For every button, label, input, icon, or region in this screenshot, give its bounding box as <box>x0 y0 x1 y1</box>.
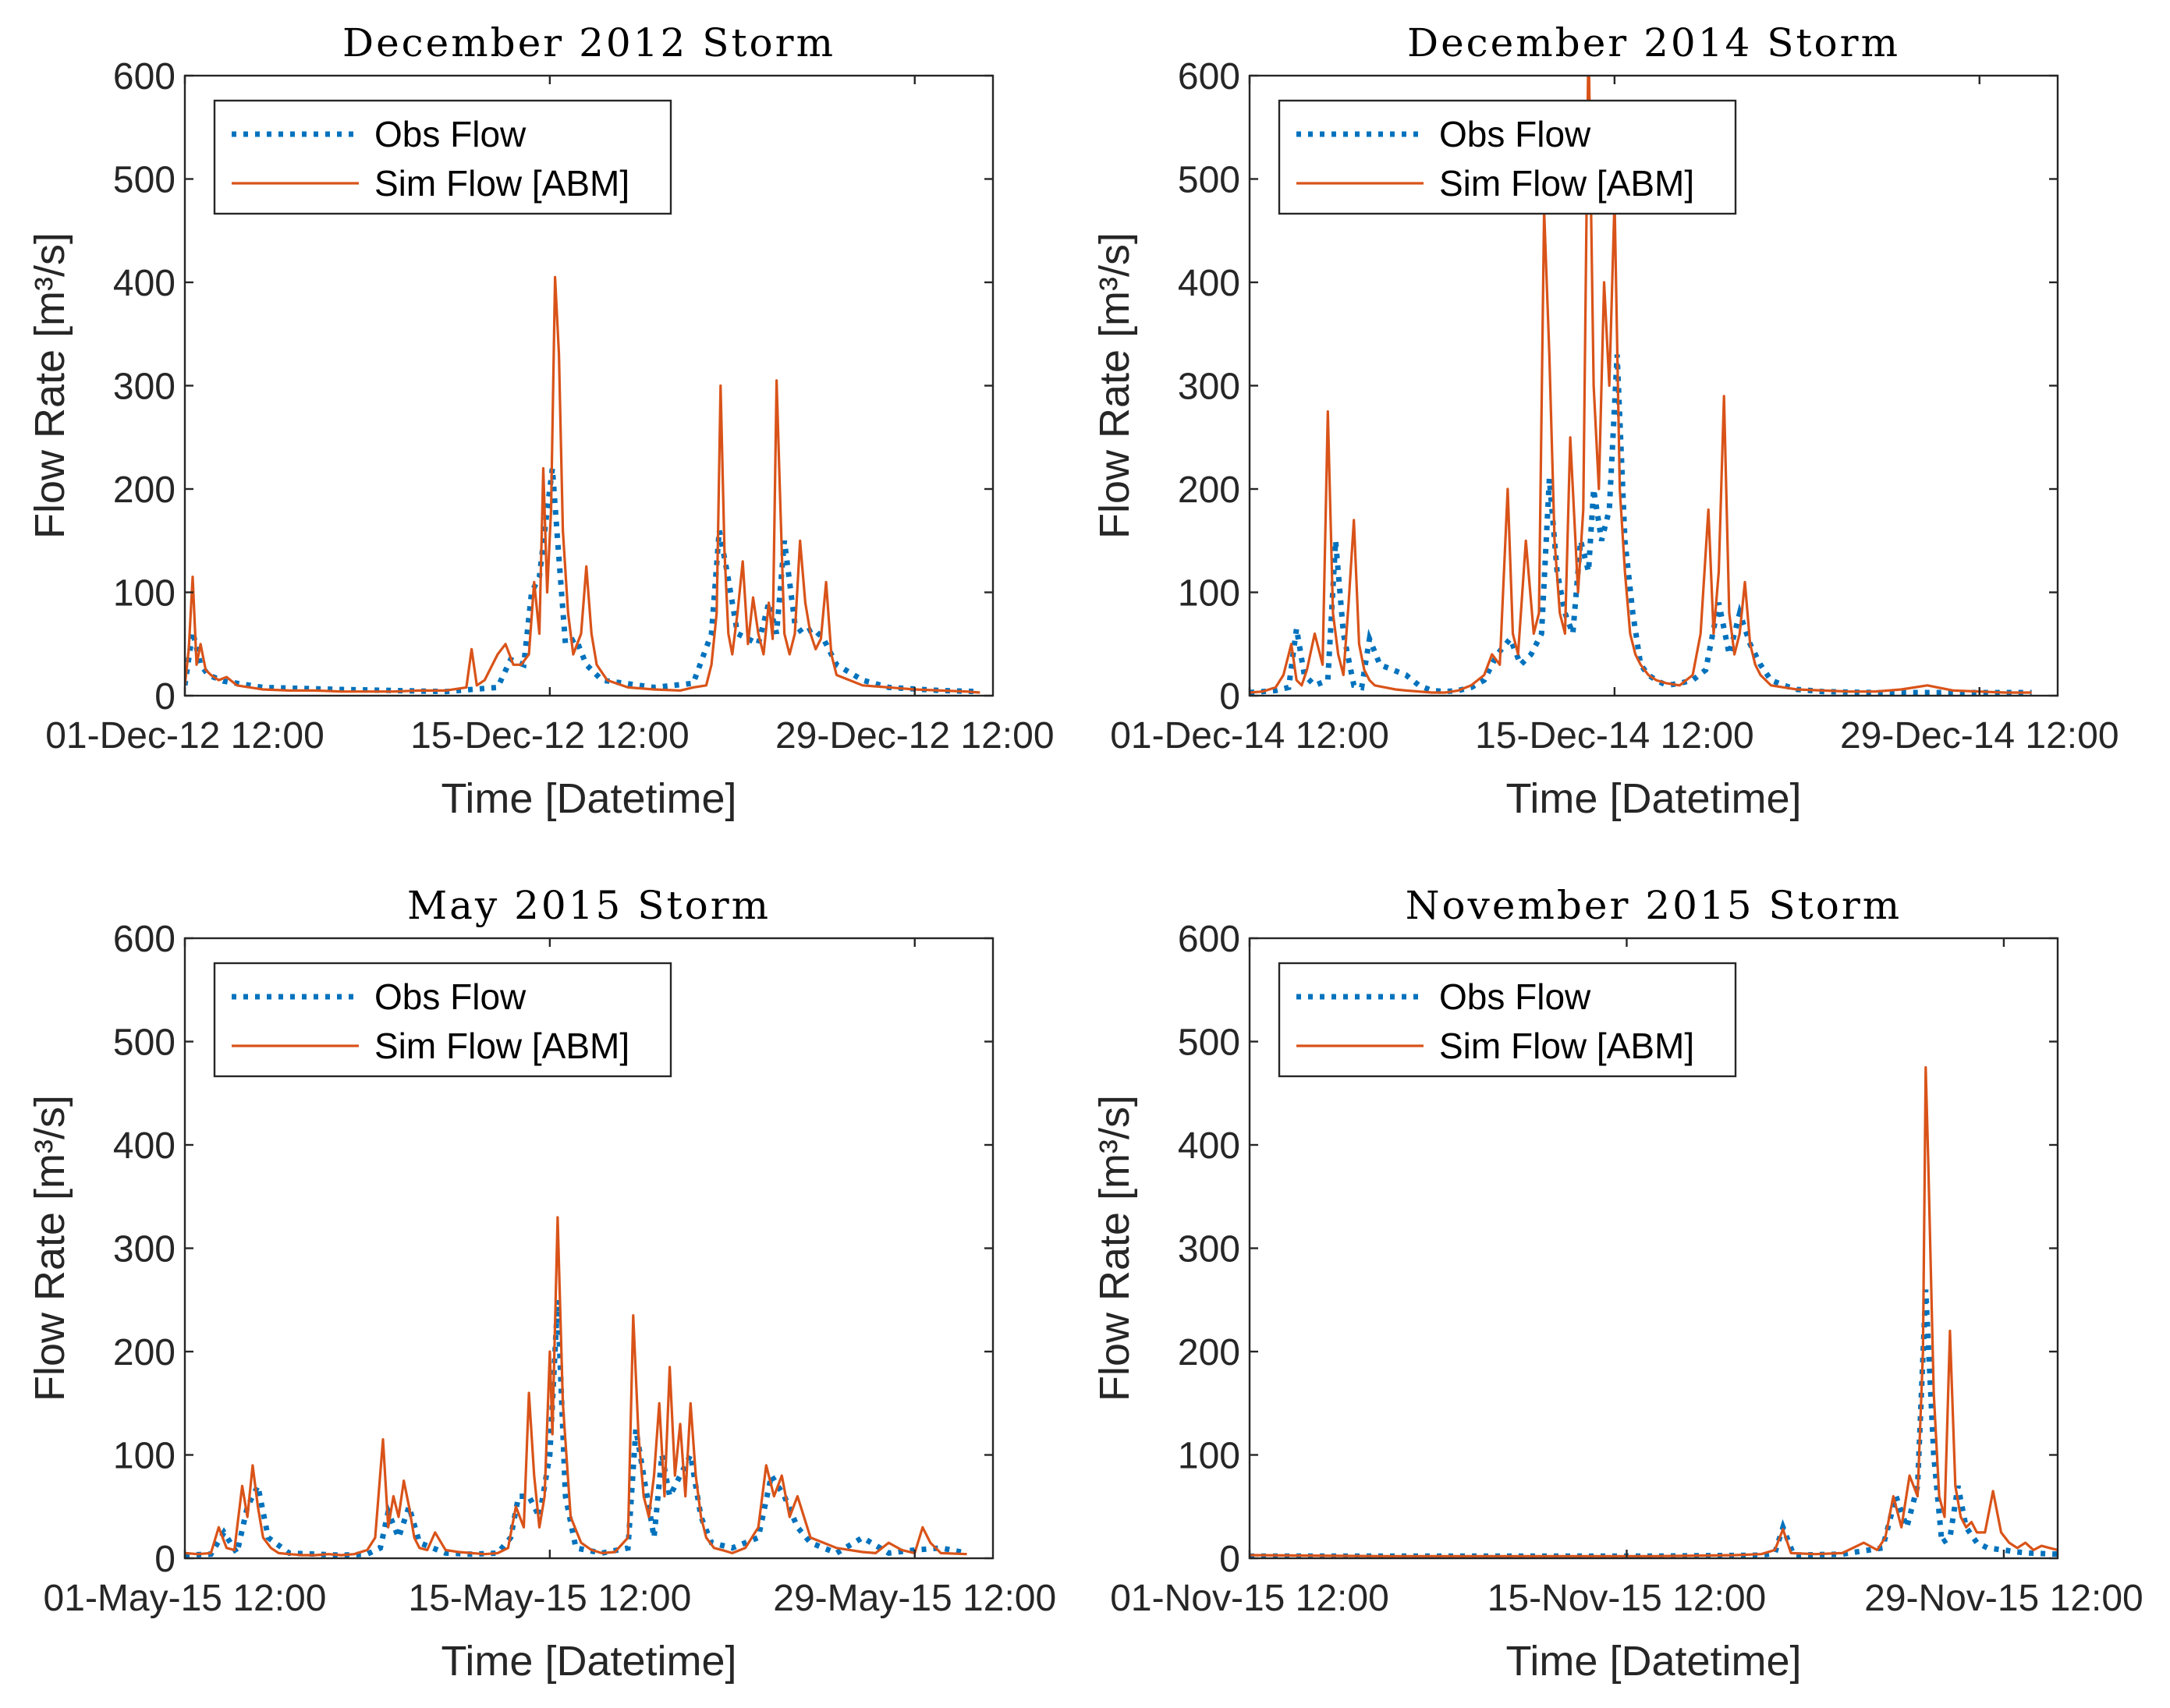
x-tick-label: 15-Nov-15 12:00 <box>1487 1578 1767 1619</box>
x-tick-label: 01-Nov-15 12:00 <box>1110 1578 1389 1619</box>
y-tick-label: 100 <box>1178 1436 1240 1477</box>
x-tick-label: 01-Dec-12 12:00 <box>45 715 324 757</box>
x-tick-label: 29-Dec-14 12:00 <box>1840 715 2119 757</box>
y-tick-label: 300 <box>113 1229 176 1270</box>
obs-flow-series-line <box>1250 354 2032 696</box>
y-tick-label: 300 <box>113 367 176 408</box>
y-tick-label: 100 <box>113 1436 176 1477</box>
y-tick-label: 300 <box>1178 1229 1240 1270</box>
legend: Obs Flow Sim Flow [ABM] <box>1278 99 1737 215</box>
sim-flow-series-line <box>185 275 980 694</box>
x-tick-label: 15-May-15 12:00 <box>408 1578 691 1619</box>
y-tick-label: 300 <box>1178 367 1240 408</box>
x-tick-label: 29-Nov-15 12:00 <box>1864 1578 2143 1619</box>
sim-flow-series-line <box>185 1216 967 1557</box>
y-axis-label: Flow Rate [m³/s] <box>1091 1095 1138 1401</box>
y-tick-label: 0 <box>154 676 176 718</box>
legend-entry-label: Sim Flow [ABM] <box>1439 1026 1694 1066</box>
legend-box <box>213 99 672 215</box>
legend-entry-label: Sim Flow [ABM] <box>374 163 629 204</box>
x-axis-label: Time [Datetime] <box>441 1638 736 1685</box>
chart-panel-3: 0 100 200 300 400 500 600 01-May-15 12:00 15-May… <box>27 883 1056 1685</box>
y-tick-label: 500 <box>113 1022 176 1064</box>
chart-title: December 2014 Storm <box>1407 20 1900 66</box>
y-tick-label: 600 <box>113 56 176 97</box>
legend-entry-label: Sim Flow [ABM] <box>1439 163 1694 204</box>
x-tick-label: 01-May-15 12:00 <box>44 1578 327 1619</box>
chart-panel-2: 0 100 200 300 400 500 600 01-Dec-14 12:00 15-Dec… <box>1091 20 2119 822</box>
y-axis-label: Flow Rate [m³/s] <box>27 1095 73 1401</box>
x-tick-label: 15-Dec-14 12:00 <box>1475 715 1754 757</box>
x-tick-label: 29-May-15 12:00 <box>773 1578 1056 1619</box>
legend-entry-label: Obs Flow <box>374 976 527 1017</box>
obs-flow-series-line <box>185 1299 968 1558</box>
x-tick-label: 29-Dec-12 12:00 <box>775 715 1055 757</box>
legend: Obs Flow Sim Flow [ABM] <box>213 99 672 215</box>
y-tick-label: 0 <box>1219 676 1240 718</box>
y-tick-label: 600 <box>1178 56 1240 97</box>
y-tick-label: 500 <box>113 160 176 201</box>
y-axis-label: Flow Rate [m³/s] <box>1091 232 1138 539</box>
legend-entry-label: Obs Flow <box>374 114 527 154</box>
y-tick-label: 600 <box>113 919 176 960</box>
legend-entry-label: Sim Flow [ABM] <box>374 1026 629 1066</box>
y-tick-label: 400 <box>113 263 176 304</box>
x-axis-label: Time [Datetime] <box>1505 1638 1801 1685</box>
y-tick-label: 400 <box>1178 1125 1240 1167</box>
y-tick-label: 200 <box>113 470 176 511</box>
chart-panel-1: 0 100 200 300 400 500 600 01-Dec-12 12:00 15-Dec… <box>27 20 1055 822</box>
legend-entry-label: Obs Flow <box>1439 976 1591 1017</box>
chart-title: December 2012 Storm <box>342 20 835 66</box>
legend-box <box>213 962 672 1078</box>
chart-title: November 2015 Storm <box>1406 883 1902 928</box>
y-tick-label: 400 <box>113 1125 176 1167</box>
sim-flow-series-line <box>1250 76 2032 694</box>
chart-panel-4: 0 100 200 300 400 500 600 01-Nov-15 12:00 15-Nov… <box>1091 883 2143 1685</box>
x-tick-label: 15-Dec-12 12:00 <box>410 715 690 757</box>
y-tick-label: 0 <box>154 1539 176 1580</box>
y-tick-label: 500 <box>1178 1022 1240 1064</box>
x-tick-label: 01-Dec-14 12:00 <box>1110 715 1389 757</box>
obs-flow-series-line <box>185 468 980 695</box>
y-tick-label: 100 <box>1178 573 1240 615</box>
legend-box <box>1278 99 1737 215</box>
legend: Obs Flow Sim Flow [ABM] <box>213 962 672 1078</box>
x-axis-label: Time [Datetime] <box>441 775 736 822</box>
y-tick-label: 0 <box>1219 1539 1240 1580</box>
y-axis-label: Flow Rate [m³/s] <box>27 232 73 539</box>
sim-flow-series-line <box>1250 1066 2058 1557</box>
chart-title: May 2015 Storm <box>407 883 771 928</box>
y-tick-label: 200 <box>1178 470 1240 511</box>
y-tick-label: 100 <box>113 573 176 615</box>
x-axis-label: Time [Datetime] <box>1505 775 1801 822</box>
legend-entry-label: Obs Flow <box>1439 114 1591 154</box>
y-tick-label: 200 <box>1178 1332 1240 1373</box>
legend: Obs Flow Sim Flow [ABM] <box>1278 962 1737 1078</box>
y-tick-label: 600 <box>1178 919 1240 960</box>
y-tick-label: 200 <box>113 1332 176 1373</box>
y-tick-label: 400 <box>1178 263 1240 304</box>
y-tick-label: 500 <box>1178 160 1240 201</box>
legend-box <box>1278 962 1737 1078</box>
